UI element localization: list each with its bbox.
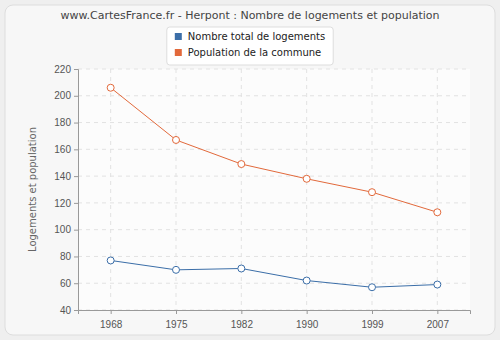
data-point <box>173 136 180 143</box>
title: www.CartesFrance.fr - Herpont : Nombre d… <box>60 9 439 22</box>
tick-label: 160 <box>54 144 71 155</box>
tick-mark <box>74 96 78 97</box>
tick: 160 <box>54 144 78 155</box>
tick-label: 2007 <box>427 319 450 330</box>
grid-line <box>78 283 470 284</box>
tick: 200 <box>54 90 78 101</box>
tick-mark <box>74 123 78 124</box>
tick-label: 1990 <box>296 319 319 330</box>
plot-area <box>78 69 470 310</box>
tick-mark <box>241 310 242 314</box>
tick-mark <box>74 310 78 311</box>
tick: 1975 <box>165 310 188 330</box>
legend-label: Nombre total de logements <box>188 31 325 42</box>
data-point <box>173 266 180 273</box>
tick-label: 60 <box>60 278 72 289</box>
tick: 120 <box>54 198 78 209</box>
data-point <box>434 209 441 216</box>
data-point <box>369 284 376 291</box>
tick-label: 220 <box>54 64 71 75</box>
tick-mark <box>176 310 177 314</box>
grid-line <box>78 149 470 150</box>
tick-label: 120 <box>54 198 71 209</box>
legend: Nombre total de logements Population de l… <box>167 27 333 65</box>
grid-line <box>437 69 438 310</box>
tick-mark <box>307 310 308 314</box>
tick: 100 <box>54 224 78 235</box>
grid-line <box>78 202 470 203</box>
tick-mark <box>74 256 78 257</box>
legend-label: Population de la commune <box>188 47 321 58</box>
tick: 1990 <box>296 310 319 330</box>
marks <box>107 84 441 290</box>
tick-mark <box>74 69 78 70</box>
tick-label: 80 <box>60 251 72 262</box>
tick: 60 <box>60 278 78 289</box>
tick: 140 <box>54 171 78 182</box>
grid-line <box>241 69 242 310</box>
grid <box>78 69 470 310</box>
tick: 2007 <box>427 310 450 330</box>
series-line <box>111 260 438 287</box>
grid-line <box>78 122 470 123</box>
x-axis: 1968 1975 1982 1990 1999 2007 <box>79 310 471 330</box>
tick-mark <box>111 310 112 314</box>
tick-mark <box>74 149 78 150</box>
tick: 220 <box>54 64 78 75</box>
tick-label: 1999 <box>361 319 384 330</box>
grid-line <box>110 69 111 310</box>
data-point <box>434 281 441 288</box>
tick-label: 1968 <box>100 319 123 330</box>
data-point <box>303 277 310 284</box>
legend-item: Nombre total de logements <box>175 31 325 42</box>
tick-label: 200 <box>54 90 71 101</box>
y-axis: 40 60 80 100 120 140 160 180 200 220 <box>54 64 78 316</box>
tick-mark <box>372 310 373 314</box>
axis-line <box>79 311 471 315</box>
legend-item: Population de la commune <box>175 47 321 58</box>
chart: www.CartesFrance.fr - Herpont : Nombre d… <box>0 0 500 340</box>
tick-label: 140 <box>54 171 71 182</box>
legend-box <box>167 27 333 65</box>
axis-line <box>74 70 79 311</box>
tick-label: 40 <box>60 305 72 316</box>
tick: 80 <box>60 251 78 262</box>
tick-mark <box>437 310 438 314</box>
background <box>0 0 500 340</box>
data-point <box>107 257 114 264</box>
series-line <box>111 88 438 213</box>
tick-mark <box>74 283 78 284</box>
tick: 1982 <box>231 310 254 330</box>
data-point <box>238 265 245 272</box>
axis-title: Logements et population <box>27 127 38 252</box>
tick-label: 180 <box>54 117 71 128</box>
grid-line <box>78 95 470 96</box>
legend-swatch <box>175 49 182 56</box>
grid-line <box>176 69 177 310</box>
tick: 40 <box>60 305 78 316</box>
panel <box>5 5 495 335</box>
tick: 180 <box>54 117 78 128</box>
grid-line <box>78 256 470 257</box>
tick: 1999 <box>361 310 384 330</box>
grid-line <box>78 229 470 230</box>
tick-mark <box>74 203 78 204</box>
tick-label: 100 <box>54 224 71 235</box>
grid-line <box>78 176 470 177</box>
data-point <box>369 189 376 196</box>
tick-mark <box>74 176 78 177</box>
data-point <box>107 84 114 91</box>
tick-label: 1975 <box>165 319 188 330</box>
tick-label: 1982 <box>231 319 254 330</box>
grid-line <box>306 69 307 310</box>
legend-swatch <box>175 33 182 40</box>
grid-line <box>78 69 470 70</box>
data-point <box>303 175 310 182</box>
tick: 1968 <box>100 310 123 330</box>
tick-mark <box>74 230 78 231</box>
data-point <box>238 161 245 168</box>
